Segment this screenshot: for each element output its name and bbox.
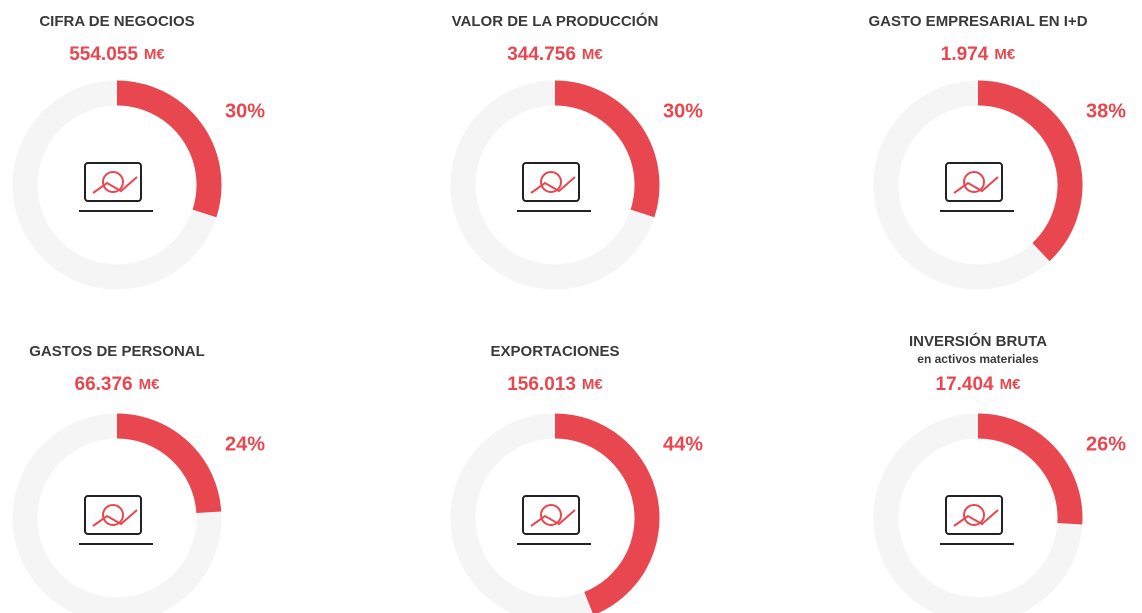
percent-label: 44% (663, 433, 703, 455)
card-title: GASTO EMPRESARIAL EN I+D (868, 13, 1087, 30)
amount-unit: M€ (1000, 376, 1021, 393)
donut-arc (554, 413, 660, 613)
icon (940, 162, 1014, 212)
donut-card: EXPORTACIONES 156.013 M€ 44% (450, 343, 703, 613)
amount-value: 344.756 (507, 44, 576, 65)
icon-coin (540, 171, 562, 193)
icon-trend (530, 176, 576, 194)
card-title: CIFRA DE NEGOCIOS (39, 13, 194, 30)
amount: 1.974 M€ (941, 44, 1016, 65)
amount-unit: M€ (582, 376, 603, 393)
icon-coin (540, 504, 562, 526)
donut-card: VALOR DE LA PRODUCCIÓN 344.756 M€ 30% (450, 12, 703, 290)
percent-label: 26% (1086, 433, 1126, 455)
card-title: EXPORTACIONES (491, 343, 620, 360)
amount-value: 66.376 (75, 374, 133, 395)
donut-arc (977, 80, 1083, 262)
amount-unit: M€ (139, 376, 160, 393)
amount-unit: M€ (994, 46, 1015, 63)
icon-coin (963, 504, 985, 526)
amount-value: 554.055 (69, 44, 138, 65)
icon-frame (84, 162, 142, 202)
donut-card: CIFRA DE NEGOCIOS 554.055 M€ 30% (12, 13, 265, 290)
amount-value: 1.974 (941, 44, 989, 65)
amount-unit: M€ (582, 46, 603, 63)
amount: 156.013 M€ (507, 374, 603, 395)
percent-label: 30% (225, 100, 265, 122)
icon (517, 495, 591, 545)
donut-arc (116, 80, 222, 218)
percent-label: 24% (225, 433, 265, 455)
icon (517, 162, 591, 212)
icon-frame (84, 495, 142, 535)
icon-trend (92, 509, 138, 527)
donut-arc (554, 80, 660, 218)
icon-trend (530, 509, 576, 527)
icon (940, 495, 1014, 545)
amount: 554.055 M€ (69, 44, 165, 65)
icon-coin (102, 504, 124, 526)
icon (79, 495, 153, 545)
donut-arc (116, 413, 222, 514)
icon-frame (945, 495, 1003, 535)
donut-card: GASTO EMPRESARIAL EN I+D 1.974 M€ 38% (868, 13, 1126, 290)
icon-coin (102, 171, 124, 193)
percent-label: 38% (1086, 100, 1126, 122)
icon (79, 162, 153, 212)
amount-unit: M€ (144, 46, 165, 63)
icon-frame (522, 162, 580, 202)
amount-value: 17.404 (936, 374, 995, 395)
icon-trend (92, 176, 138, 194)
card-title: VALOR DE LA PRODUCCIÓN (452, 12, 659, 30)
amount: 344.756 M€ (507, 44, 603, 65)
icon-trend (953, 176, 999, 194)
percent-label: 30% (663, 100, 703, 122)
icon-frame (945, 162, 1003, 202)
donut-card: GASTOS DE PERSONAL 66.376 M€ 24% (12, 343, 265, 613)
amount: 17.404 M€ (936, 374, 1022, 395)
icon-coin (963, 171, 985, 193)
card-title: GASTOS DE PERSONAL (29, 343, 205, 360)
amount: 66.376 M€ (75, 374, 161, 395)
donut-arc (977, 413, 1083, 525)
donut-card: INVERSIÓN BRUTA en activos materiales 17.4… (873, 332, 1126, 613)
card-title: INVERSIÓN BRUTA (909, 332, 1047, 350)
icon-trend (953, 509, 999, 527)
amount-value: 156.013 (507, 374, 576, 395)
icon-frame (522, 495, 580, 535)
card-subtitle: en activos materiales (917, 352, 1039, 366)
